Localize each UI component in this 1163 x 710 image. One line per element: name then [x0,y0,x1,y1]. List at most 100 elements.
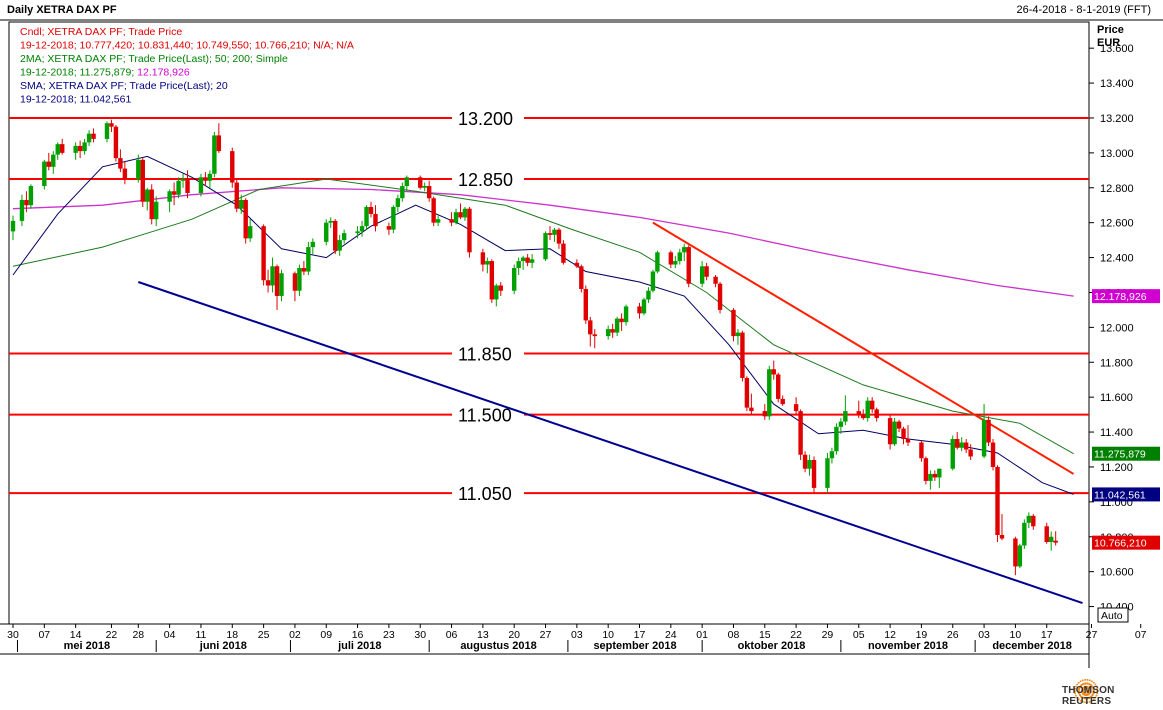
candle-body [525,257,530,263]
legend-text: Cndl; XETRA DAX PF; Trade Price [20,26,182,38]
candle [896,419,902,433]
y-tick-label: 12.800 [1100,183,1134,195]
level-label: 11.850 [458,345,512,365]
candle [480,248,486,272]
y-tick-label: 11.600 [1100,392,1133,404]
candle-body [86,133,92,143]
candle [368,201,374,218]
month-label: oktober 2018 [738,640,806,652]
candle [861,409,866,420]
candle-body [230,151,235,183]
candle-body [1049,536,1054,542]
candle [713,275,718,288]
candle [673,255,678,269]
candle [301,261,307,276]
candle [243,198,248,244]
x-tick-label: 29 [822,629,834,641]
price-flag-label: 11.275,879 [1094,449,1146,461]
candle [798,409,803,460]
candle [42,159,47,190]
support-trendline [137,281,1083,605]
candle [453,208,459,225]
x-tick-label: 14 [70,629,82,641]
candle-body [489,261,495,300]
candle [811,456,817,494]
candle [355,226,360,239]
candle [122,161,128,185]
candle-body [426,186,432,199]
candle-body [995,466,1000,536]
candle [856,400,861,419]
x-tick-label: 12 [884,629,896,641]
candle [870,397,875,413]
legend-line: 2MA; XETRA DAX PF; Trade Price(Last); 50… [20,53,288,65]
candle [932,470,938,481]
candle-body [923,458,929,481]
candle-body [10,220,16,232]
candle-body [355,231,360,234]
legend-line: 19-12-2018; 11.042,561 [20,94,131,106]
candle [274,264,280,310]
candle-body [619,318,624,323]
candle [776,372,781,403]
candle [203,172,208,187]
candle-body [310,241,316,248]
price-label: Price [1097,24,1124,36]
y-tick-label: 11.200 [1100,462,1133,474]
candle [435,215,441,227]
candle [574,259,580,269]
candle [592,329,597,349]
x-tick-label: 03 [978,629,990,641]
price-flag [1092,446,1160,461]
candle-body [498,285,503,291]
candle [359,220,365,237]
candle-body [865,400,870,419]
candle [901,426,906,445]
candle [874,407,879,422]
month-label: juni 2018 [199,640,247,652]
candle-body [149,189,154,220]
candle-body [968,449,973,457]
footer-brand: THOMSON REUTERS [1062,685,1115,707]
candle-body [901,428,906,440]
resistance-trendline [652,221,1075,475]
candle [605,325,611,340]
candle-body [552,229,557,235]
candle-body [802,454,808,469]
legend-text: 19-12-2018; 11.275,879; [20,67,134,79]
candle [386,222,392,235]
y-tick-label: 13.600 [1100,43,1134,55]
candle-body [874,409,879,419]
candle [310,238,316,255]
candle-body [453,212,459,223]
candle-body [467,208,472,253]
candle [556,227,562,249]
candle [180,173,186,188]
candle [494,283,499,307]
candle-body [1022,522,1027,546]
candle-body [270,266,275,286]
candle [990,439,996,471]
candle [614,316,620,337]
candle [825,452,830,494]
candle-body [203,177,208,181]
candle [55,142,60,160]
chart-frame: Daily XETRA DAX PF 26-4-2018 - 8-1-2019 … [0,0,1163,668]
candle [400,182,405,202]
candle [623,304,629,326]
price-flag-label: 12.178,926 [1094,291,1147,303]
candle [843,395,848,426]
candle-body [771,369,776,375]
candle-body [234,182,239,209]
price-flag [1092,535,1160,550]
candle-body [668,252,674,265]
candle [91,128,96,143]
candle-body [682,247,687,253]
candle-body [744,377,750,408]
candle-body [104,123,110,139]
candle [216,123,222,153]
x-tick-label: 10 [1010,629,1022,641]
candle [113,124,119,162]
candle-body [180,179,186,181]
